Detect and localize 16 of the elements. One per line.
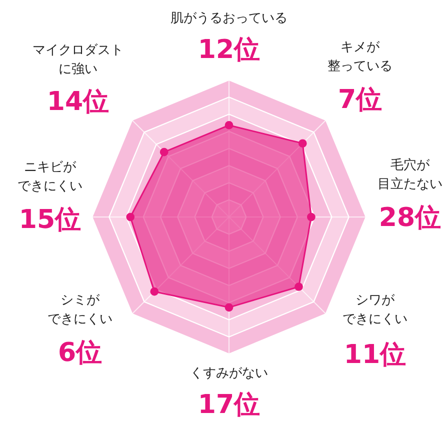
spoke-label: マイクロダストに強い bbox=[32, 43, 124, 77]
text: 12位 bbox=[198, 35, 260, 65]
text: 17位 bbox=[198, 390, 260, 420]
text: 28位 bbox=[378, 203, 442, 233]
text: 14位 bbox=[46, 87, 110, 117]
spoke-label: 毛穴が目立たない bbox=[378, 158, 442, 192]
spoke-label: ニキビができにくい bbox=[18, 160, 82, 194]
text: 15位 bbox=[18, 205, 82, 235]
spoke-label: 肌がうるおっている bbox=[170, 11, 288, 26]
spoke-label: シワができにくい bbox=[342, 293, 408, 327]
text: 6位 bbox=[58, 338, 102, 368]
spoke-label: キメが整っている bbox=[328, 40, 392, 74]
text: 11位 bbox=[344, 340, 406, 370]
spoke-label: くすみがない bbox=[190, 366, 268, 381]
spoke-label: シミができにくい bbox=[48, 293, 112, 327]
text: 7位 bbox=[338, 85, 382, 115]
